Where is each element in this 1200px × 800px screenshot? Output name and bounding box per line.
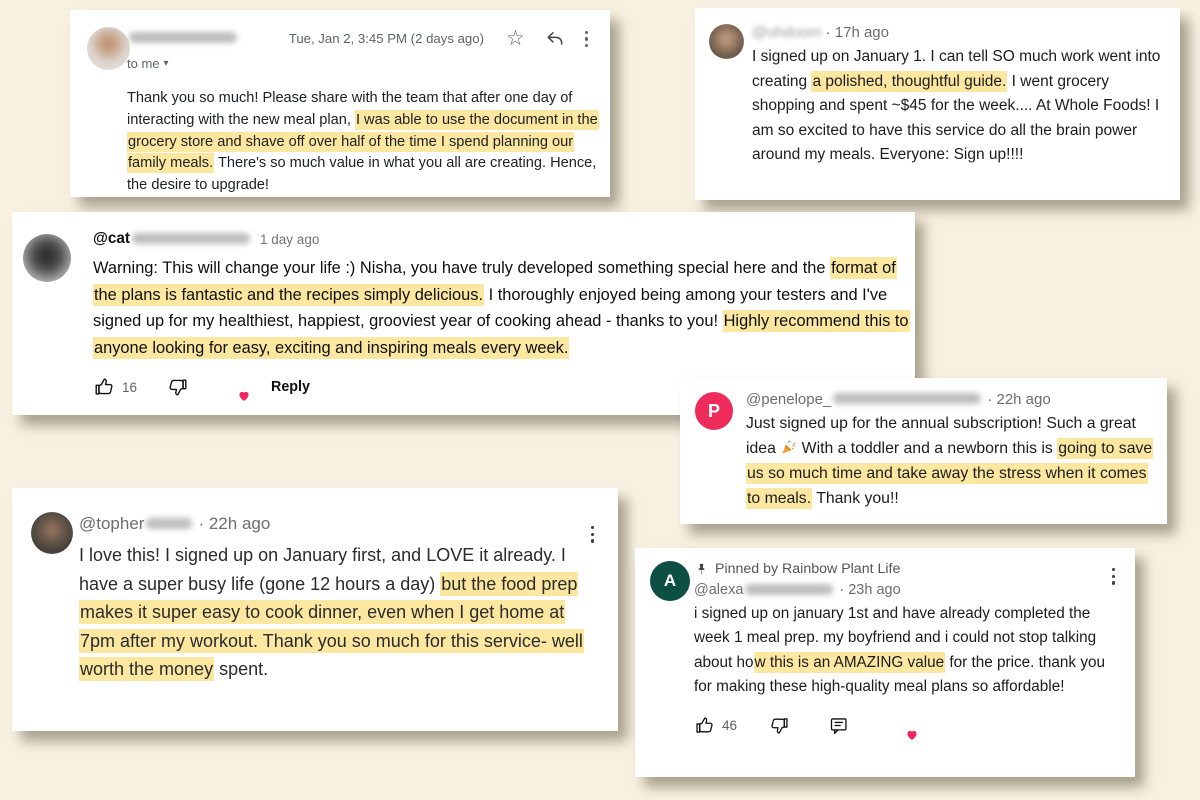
more-options-icon[interactable]	[585, 522, 600, 547]
more-options-icon[interactable]	[1106, 564, 1121, 589]
commenter-avatar[interactable]: P	[695, 392, 733, 430]
to-me-label: to me	[127, 55, 160, 71]
creator-heart-icon[interactable]	[221, 374, 249, 402]
comment-card-alexa-pinned: A Pinned by Rainbow Plant Life @alexa · …	[635, 548, 1135, 777]
thumbs-down-icon[interactable]	[769, 715, 790, 736]
comment-card-topher: @topher · 22h ago I love this! I signed …	[12, 488, 618, 731]
email-card: Tue, Jan 2, 3:45 PM (2 days ago) ☆ to me…	[70, 10, 610, 197]
reply-icon[interactable]	[545, 29, 565, 49]
commenter-handle[interactable]: @topher	[79, 514, 145, 533]
pin-icon	[694, 562, 709, 577]
comment-body: I love this! I signed up on January firs…	[79, 545, 584, 682]
to-me-dropdown[interactable]: to me ▾	[127, 56, 169, 71]
comment-body: Warning: This will change your life :) N…	[93, 257, 910, 359]
comment-icon[interactable]	[828, 715, 849, 736]
creator-heart-icon[interactable]	[889, 713, 917, 740]
blurred-face	[23, 234, 71, 282]
like-count: 16	[122, 379, 138, 395]
pinned-by-label: Pinned by Rainbow Plant Life	[715, 561, 901, 577]
commenter-handle[interactable]: @ohdoom	[752, 24, 822, 41]
comment-card-penelope: P @penelope_ · 22h ago Just signed up fo…	[680, 378, 1167, 524]
sender-avatar[interactable]	[87, 27, 130, 70]
like-count: 46	[722, 718, 738, 734]
comment-time: · 22h ago	[198, 514, 271, 533]
blurred-face	[709, 24, 744, 59]
more-options-icon[interactable]	[579, 27, 594, 51]
star-icon[interactable]: ☆	[505, 27, 525, 51]
commenter-avatar[interactable]	[709, 24, 744, 59]
thumbs-down-icon[interactable]	[167, 376, 189, 398]
commenter-handle[interactable]: @penelope_	[746, 391, 832, 408]
handle-blurred	[132, 232, 251, 244]
commenter-handle[interactable]: @cat	[93, 230, 131, 247]
comment-time: · 22h ago	[987, 391, 1051, 408]
commenter-avatar[interactable]	[31, 512, 73, 554]
comment-body: I signed up on January 1. I can tell SO …	[752, 48, 1161, 164]
blurred-face	[87, 27, 130, 70]
handle-blurred	[833, 393, 982, 404]
comment-card-cat: @cat 1 day ago Warning: This will change…	[12, 212, 915, 415]
comment-body: Just signed up for the annual subscripti…	[746, 415, 1154, 509]
reply-button[interactable]: Reply	[271, 379, 310, 396]
comment-time: · 23h ago	[839, 582, 901, 598]
handle-blurred	[745, 583, 834, 595]
handle-blurred	[146, 517, 193, 529]
party-popper-icon	[780, 440, 797, 457]
email-date: Tue, Jan 2, 3:45 PM (2 days ago)	[288, 31, 484, 47]
caret-down-icon: ▾	[163, 57, 169, 69]
commenter-handle[interactable]: @alexa	[694, 582, 744, 598]
commenter-avatar[interactable]	[23, 234, 71, 282]
thumbs-up-icon[interactable]	[93, 376, 115, 398]
sender-name-blurred	[129, 32, 237, 44]
comment-time: · 17h ago	[825, 24, 889, 41]
blurred-face	[31, 512, 73, 554]
comment-card-ohdoom: @ohdoom · 17h ago I signed up on January…	[695, 8, 1180, 200]
commenter-avatar[interactable]: A	[650, 561, 690, 601]
thumbs-up-icon[interactable]	[694, 715, 715, 736]
comment-time: 1 day ago	[260, 231, 320, 247]
comment-body: i signed up on january 1st and have alre…	[694, 605, 1105, 696]
email-body: Thank you so much! Please share with the…	[127, 89, 599, 194]
